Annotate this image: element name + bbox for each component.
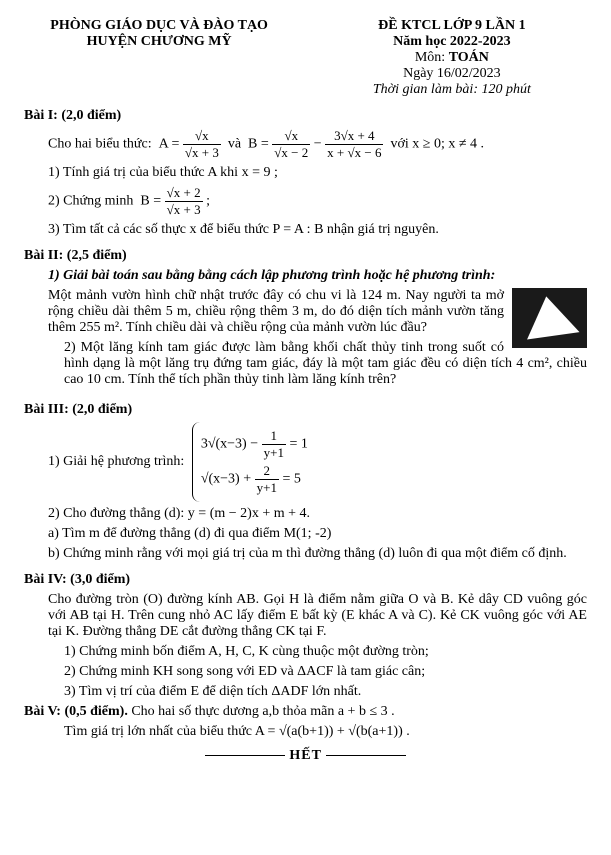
footer-end: HẾT [24,748,587,764]
bai3-title: Bài III: (2,0 điểm) [24,402,587,418]
het-text: HẾT [289,748,321,763]
bai2-title: Bài II: (2,5 điểm) [24,248,587,264]
bai4-q2: 2) Chứng minh KH song song với ED và ΔAC… [64,664,587,680]
exam-title: ĐỀ KTCL LỚP 9 LẦN 1 [317,18,587,34]
subject-label: Môn: [415,50,445,65]
expr-B2: 3√x + 4x + √x − 6 [325,128,383,161]
exam-date: Ngày 16/02/2023 [317,66,587,82]
bai3-q1: 1) Giải hệ phương trình: 3√(x−3) − 1y+1 … [48,422,587,502]
department: PHÒNG GIÁO DỤC VÀ ĐÀO TẠO [24,18,294,34]
sys-eq2: √(x−3) + 2y+1 = 5 [201,463,308,496]
bai1-cond: với x ≥ 0; x ≠ 4 . [390,137,484,152]
prism-image [512,288,587,348]
header-left: PHÒNG GIÁO DỤC VÀ ĐÀO TẠO HUYỆN CHƯƠNG M… [24,18,294,98]
bai1-intro-text: Cho hai biểu thức: [48,137,152,152]
bai2-q1-head: 1) Giải bài toán sau bằng bằng cách lập … [48,268,587,284]
equation-system: 3√(x−3) − 1y+1 = 1 √(x−3) + 2y+1 = 5 [192,422,312,502]
bai3-q1-text: 1) Giải hệ phương trình: [48,454,184,469]
bai4-q3: 3) Tìm vị trí của điểm E để diện tích ΔA… [64,684,587,700]
bai5-line: Bài V: (0,5 điểm). Cho hai số thực dương… [24,704,587,720]
bai4-p: Cho đường tròn (O) đường kính AB. Gọi H … [48,592,587,640]
bai1-q3: 3) Tìm tất cả các số thực x để biểu thức… [48,222,587,238]
bai4-title: Bài IV: (3,0 điểm) [24,572,587,588]
bai4-q1: 1) Chứng minh bốn điểm A, H, C, K cùng t… [64,644,587,660]
bai5-title: Bài V: (0,5 điểm). [24,704,128,719]
expr-B1: √x√x − 2 [272,128,310,161]
district: HUYỆN CHƯƠNG MỸ [24,34,294,50]
subject: TOÁN [449,50,489,65]
bai3-q2b: b) Chứng minh rằng với mọi giá trị của m… [48,546,587,562]
bai5-intro: Cho hai số thực dương a,b thỏa mãn a + b… [131,704,394,719]
bai2-p1: Một mảnh vườn hình chữ nhật trước đây có… [48,288,587,336]
bai1-intro: Cho hai biểu thức: A = √x√x + 3 và B = √… [48,128,587,161]
school-year: Năm học 2022-2023 [317,34,587,50]
exam-header: PHÒNG GIÁO DỤC VÀ ĐÀO TẠO HUYỆN CHƯƠNG M… [24,18,587,98]
duration: Thời gian làm bài: 120 phút [317,82,587,98]
bai3-q2: 2) Cho đường thẳng (d): y = (m − 2)x + m… [48,506,587,522]
het-line-left [205,755,285,756]
bai5-q: Tìm giá trị lớn nhất của biểu thức A = √… [64,724,587,740]
bai1-title: Bài I: (2,0 điểm) [24,108,587,124]
sys-eq1: 3√(x−3) − 1y+1 = 1 [201,428,308,461]
bai2-q2: 2) Một lăng kính tam giác được làm bằng … [64,340,587,388]
expr-B-result: √x + 2√x + 3 [165,185,203,218]
het-line-right [326,755,406,756]
expr-A: √x√x + 3 [183,128,221,161]
subject-line: Môn: TOÁN [317,50,587,66]
bai1-q1: 1) Tính giá trị của biểu thức A khi x = … [48,165,587,181]
header-right: ĐỀ KTCL LỚP 9 LẦN 1 Năm học 2022-2023 Mô… [317,18,587,98]
bai1-q2-text: 2) Chứng minh [48,194,133,209]
bai3-q2a: a) Tìm m để đường thẳng (d) đi qua điểm … [48,526,587,542]
bai1-q2: 2) Chứng minh B = √x + 2√x + 3 ; [48,185,587,218]
